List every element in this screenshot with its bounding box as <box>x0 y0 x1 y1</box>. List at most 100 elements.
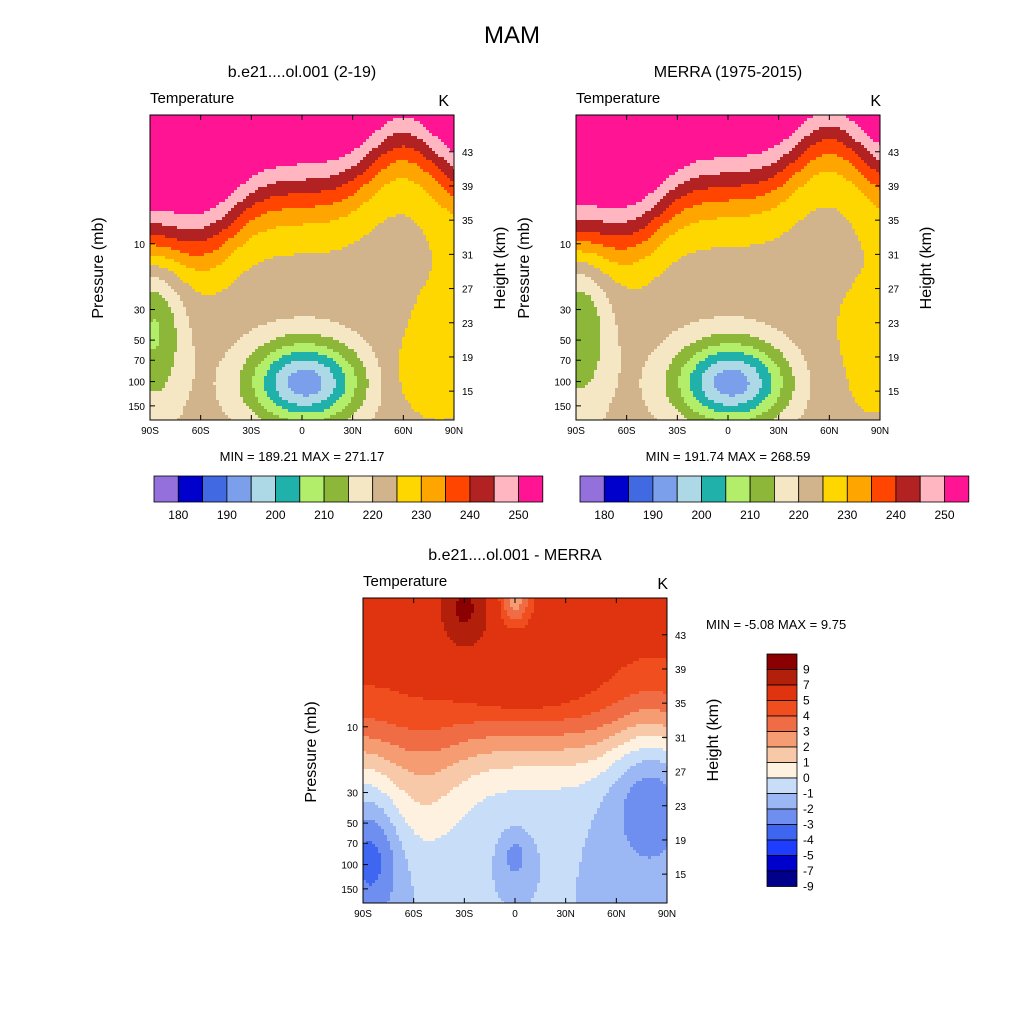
contour-cell <box>171 253 175 257</box>
contour-cell <box>180 208 184 212</box>
contour-cell <box>237 193 241 197</box>
contour-cell <box>234 166 238 170</box>
contour-cell <box>447 229 451 233</box>
contour-cell <box>375 154 379 158</box>
contour-cell <box>276 232 280 236</box>
contour-cell <box>159 163 163 167</box>
contour-cell <box>276 124 280 128</box>
contour-cell <box>381 172 385 176</box>
contour-cell <box>264 205 268 209</box>
contour-cell <box>342 232 346 236</box>
contour-cell <box>432 187 436 191</box>
contour-cell <box>162 127 166 131</box>
contour-cell <box>276 178 280 182</box>
contour-cell <box>264 244 268 248</box>
contour-cell <box>309 220 313 224</box>
contour-cell <box>294 184 298 188</box>
contour-cell <box>369 199 373 203</box>
contour-cell <box>222 223 226 227</box>
contour-cell <box>264 214 268 218</box>
contour-cell <box>381 241 385 245</box>
contour-cell <box>186 196 190 200</box>
contour-cell <box>429 232 433 236</box>
contour-cell <box>231 190 235 194</box>
contour-cell <box>219 157 223 161</box>
contour-cell <box>165 208 169 212</box>
contour-cell <box>330 139 334 143</box>
contour-cell <box>384 217 388 221</box>
contour-cell <box>309 205 313 209</box>
contour-cell <box>342 133 346 137</box>
contour-cell <box>303 190 307 194</box>
contour-cell <box>414 214 418 218</box>
contour-cell <box>171 145 175 149</box>
contour-cell <box>231 142 235 146</box>
contour-cell <box>300 241 304 245</box>
contour-cell <box>330 253 334 257</box>
contour-cell <box>327 190 331 194</box>
contour-cell <box>186 133 190 137</box>
contour-cell <box>402 211 406 215</box>
contour-cell <box>294 157 298 161</box>
contour-cell <box>201 181 205 185</box>
contour-cell <box>303 256 307 260</box>
contour-cell <box>255 187 259 191</box>
contour-cell <box>222 124 226 128</box>
contour-cell <box>237 118 241 122</box>
contour-cell <box>450 187 454 191</box>
contour-cell <box>414 247 418 251</box>
contour-cell <box>429 154 433 158</box>
contour-cell <box>258 124 262 128</box>
contour-cell <box>276 259 280 263</box>
contour-cell <box>234 181 238 185</box>
contour-cell <box>279 163 283 167</box>
contour-cell <box>282 115 286 119</box>
contour-cell <box>276 166 280 170</box>
contour-cell <box>303 181 307 185</box>
contour-cell <box>204 151 208 155</box>
contour-cell <box>444 214 448 218</box>
contour-cell <box>351 127 355 131</box>
contour-cell <box>210 133 214 137</box>
contour-cell <box>249 178 253 182</box>
contour-cell <box>435 241 439 245</box>
contour-cell <box>432 121 436 125</box>
contour-cell <box>177 172 181 176</box>
contour-cell <box>201 244 205 248</box>
contour-cell <box>345 220 349 224</box>
contour-cell <box>363 127 367 131</box>
contour-cell <box>291 232 295 236</box>
contour-cell <box>282 208 286 212</box>
contour-cell <box>336 133 340 137</box>
contour-cell <box>333 187 337 191</box>
contour-cell <box>198 181 202 185</box>
contour-cell <box>414 136 418 140</box>
contour-cell <box>381 214 385 218</box>
contour-cell <box>306 244 310 248</box>
contour-cell <box>291 247 295 251</box>
contour-cell <box>366 151 370 155</box>
contour-cell <box>417 238 421 242</box>
contour-cell <box>204 184 208 188</box>
contour-cell <box>375 229 379 233</box>
contour-cell <box>201 118 205 122</box>
contour-cell <box>288 196 292 200</box>
contour-cell <box>360 163 364 167</box>
contour-cell <box>201 178 205 182</box>
contour-cell <box>318 193 322 197</box>
contour-cell <box>438 157 442 161</box>
contour-cell <box>153 202 157 206</box>
contour-cell <box>279 142 283 146</box>
contour-cell <box>390 193 394 197</box>
contour-cell <box>426 124 430 128</box>
contour-cell <box>171 232 175 236</box>
contour-cell <box>153 205 157 209</box>
contour-cell <box>174 187 178 191</box>
contour-cell <box>228 223 232 227</box>
contour-cell <box>222 136 226 140</box>
contour-cell <box>342 223 346 227</box>
contour-cell <box>162 241 166 245</box>
contour-cell <box>246 250 250 254</box>
contour-cell <box>405 193 409 197</box>
contour-cell <box>288 250 292 254</box>
